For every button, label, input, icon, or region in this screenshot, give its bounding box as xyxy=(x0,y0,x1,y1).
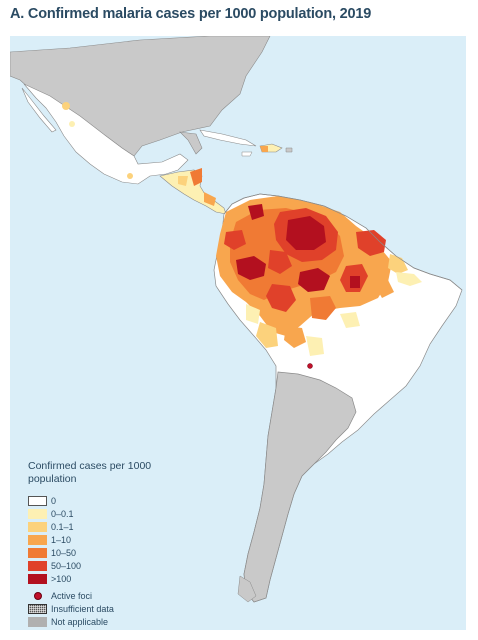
southern-cone-land xyxy=(243,371,357,603)
legend-title: Confirmed cases per 1000 population xyxy=(28,460,152,485)
active-foci-marker xyxy=(307,363,313,369)
legend-item-5: 50–100 xyxy=(28,559,188,572)
legend-item-not-applicable: Not applicable xyxy=(28,615,188,628)
legend-item-1: 0–0.1 xyxy=(28,507,188,520)
legend-swatch xyxy=(28,521,47,532)
florida-land xyxy=(179,131,203,155)
legend-swatch xyxy=(28,495,47,506)
legend-label: 10–50 xyxy=(51,547,77,558)
legend-swatch xyxy=(28,573,47,584)
legend-swatch xyxy=(28,508,47,519)
legend-item-3: 1–10 xyxy=(28,533,188,546)
legend-label: 0–0.1 xyxy=(51,508,74,519)
map-svg xyxy=(10,36,463,603)
legend-item-6: >100 xyxy=(28,572,188,585)
cuba-land xyxy=(199,129,257,147)
legend-item-insufficient: Insufficient data xyxy=(28,602,188,615)
legend-swatch xyxy=(28,547,47,558)
map-title: A. Confirmed malaria cases per 1000 popu… xyxy=(10,6,372,22)
insufficient-data-swatch xyxy=(28,603,47,614)
baja-land xyxy=(21,87,57,133)
malaria-shading xyxy=(216,196,422,356)
legend-label: 1–10 xyxy=(51,534,72,545)
legend-label: 0 xyxy=(51,495,57,506)
legend-label: >100 xyxy=(51,573,72,584)
legend-label: Insufficient data xyxy=(51,603,114,614)
legend: Confirmed cases per 1000 population 0 0–… xyxy=(28,460,188,628)
legend-label: Active foci xyxy=(51,590,93,601)
legend-swatch xyxy=(28,616,47,627)
legend-items: 0 0–0.1 0.1–1 1–10 10–50 50–100 xyxy=(28,494,188,628)
legend-item-active-foci: Active foci xyxy=(28,589,188,602)
map-frame: Confirmed cases per 1000 population 0 0–… xyxy=(10,36,466,630)
legend-item-2: 0.1–1 xyxy=(28,520,188,533)
legend-label: 0.1–1 xyxy=(51,521,74,532)
legend-item-0: 0 xyxy=(28,494,188,507)
legend-label: 50–100 xyxy=(51,560,82,571)
legend-label: Not applicable xyxy=(51,616,109,627)
active-foci-icon xyxy=(33,591,42,600)
legend-swatch xyxy=(28,560,47,571)
legend-item-4: 10–50 xyxy=(28,546,188,559)
legend-swatch xyxy=(28,534,47,545)
